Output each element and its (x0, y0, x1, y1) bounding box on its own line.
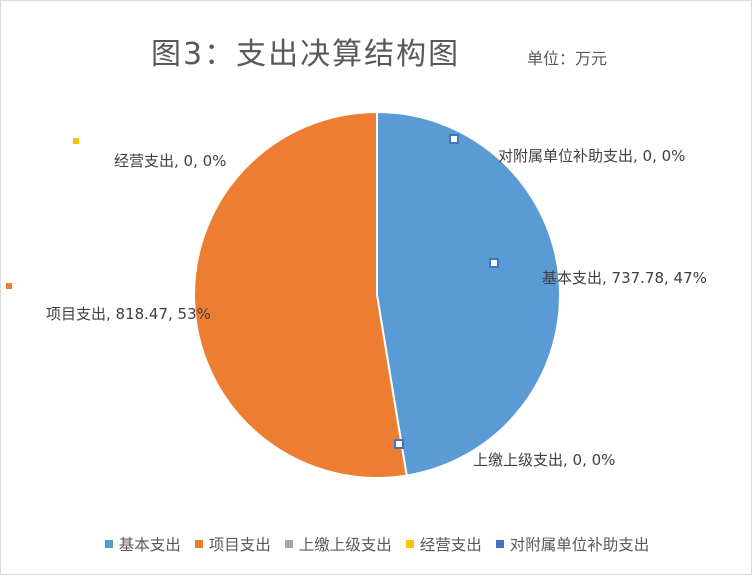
legend-item-4: 经营支出 (405, 533, 482, 555)
legend-label: 经营支出 (419, 536, 482, 554)
data-label-5: 对附属单位补助支出, 0, 0% (498, 147, 685, 165)
pie-slice-2 (193, 110, 408, 479)
data-label-4: 经营支出, 0, 0% (114, 152, 226, 170)
data-label-marker-5 (449, 134, 459, 144)
legend-item-1: 基本支出 (104, 533, 181, 555)
legend-label: 基本支出 (118, 536, 181, 554)
data-label-2: 项目支出, 818.47, 53% (46, 305, 211, 323)
chart-unit: 单位：万元 (527, 49, 608, 68)
legend-item-3: 上缴上级支出 (284, 533, 392, 555)
legend-item-5: 对附属单位补助支出 (495, 533, 650, 555)
legend-swatch (284, 540, 293, 548)
pie-slice-1 (376, 110, 562, 477)
data-label-marker-3 (394, 439, 404, 449)
legend-swatch (405, 540, 414, 548)
data-label-3: 上缴上级支出, 0, 0% (473, 451, 615, 469)
chart-title: 图3：支出决算结构图 (151, 37, 461, 72)
data-label-marker-4 (73, 138, 79, 144)
legend: 基本支出 项目支出 上缴上级支出 经营支出 对附属单位补助支出 (1, 533, 752, 555)
legend-label: 上缴上级支出 (298, 536, 392, 554)
legend-swatch (104, 540, 113, 548)
data-label-marker-2 (6, 283, 12, 289)
legend-swatch (495, 540, 504, 548)
legend-label: 项目支出 (208, 536, 271, 554)
legend-item-2: 项目支出 (194, 533, 271, 555)
legend-swatch (194, 540, 203, 548)
legend-label: 对附属单位补助支出 (509, 536, 650, 554)
data-label-1: 基本支出, 737.78, 47% (542, 269, 707, 287)
data-label-marker-1 (489, 258, 499, 268)
